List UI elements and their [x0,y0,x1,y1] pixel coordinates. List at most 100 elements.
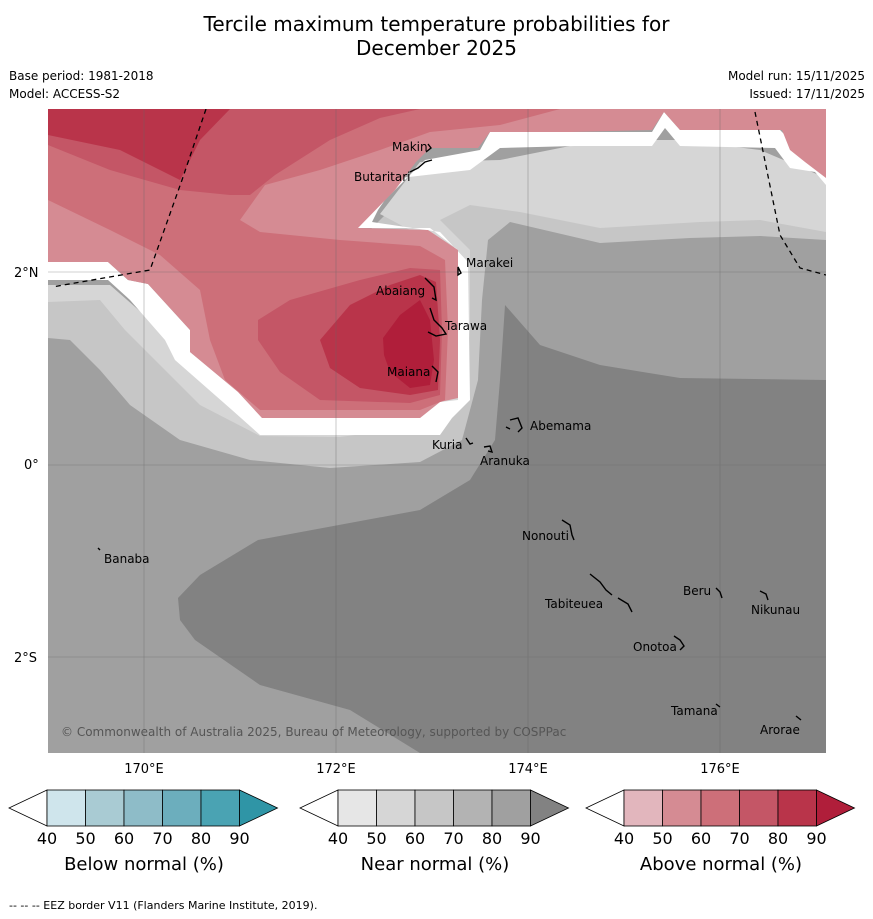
above-colorbar-tick: 80 [768,829,788,848]
near-colorbar-tick: 70 [443,829,463,848]
below-colorbar-tick: 60 [114,829,134,848]
lat-tick-0: 0° [24,458,39,473]
model-run: Model run: 15/11/2025 [727,69,865,83]
label-marakei: Marakei [466,256,513,270]
onotoa-shape [673,635,685,651]
above-colorbar-tick: 90 [806,829,826,848]
nikunau-shape [759,590,769,601]
aranuka-shape [483,445,494,453]
issued-date: Issued: 17/11/2025 [749,87,865,101]
butaritari-shape [409,159,433,173]
label-abaiang: Abaiang [376,284,425,298]
near-colorbar-tick: 80 [482,829,502,848]
label-maiana: Maiana [387,365,430,379]
eez-legend-note: -- -- -- EEZ border V11 (Flanders Marine… [9,899,318,912]
label-nikunau: Nikunau [751,603,800,617]
label-beru: Beru [683,584,711,598]
near-colorbar-segment [414,789,454,827]
near-colorbar-tick: 40 [328,829,348,848]
tamana-shape [715,703,721,708]
above-colorbar-tick: 50 [652,829,672,848]
below-colorbar-tick: 70 [152,829,172,848]
base-period: Base period: 1981-2018 [9,69,154,83]
below-colorbar-segment [85,789,125,827]
lon-tick-174e: 174°E [508,762,548,777]
near-colorbar-segment [376,789,416,827]
near-colorbar-segment [453,789,493,827]
kuria-shape [465,437,474,445]
below-colorbar-tick: 80 [191,829,211,848]
beru-shape [715,587,723,599]
below-colorbar-tick: 40 [37,829,57,848]
colorbar-below-normal: 40 50 60 70 80 90 [8,789,279,848]
model-name: Model: ACCESS-S2 [9,87,121,101]
banaba-shape [97,547,101,551]
near-colorbar-segment [337,789,377,827]
near-colorbar-tick: 50 [366,829,386,848]
maiana-shape [431,365,439,383]
above-colorbar-tick: 40 [614,829,634,848]
lon-tick-176e: 176°E [700,762,740,777]
below-colorbar-low-extend [8,789,48,827]
axis-labels: 2°N 0° 2°S 170°E 172°E 174°E 176°E [14,266,740,777]
below-colorbar-segment [123,789,163,827]
colorbar-above-normal: 40 50 60 70 80 90 [585,789,856,848]
near-colorbar-high-extend [530,789,570,827]
near-colorbar-segment [491,789,531,827]
marakei-shape [457,266,462,277]
tabiteuea-shape [589,573,633,613]
near-colorbar-tick: 60 [405,829,425,848]
above-colorbar-segment [700,789,740,827]
colorbar-near-label: Near normal (%) [360,854,510,875]
above-colorbar-high-extend [816,789,856,827]
above-colorbar-segment [662,789,702,827]
graticule [48,109,826,753]
above-colorbar-segment [623,789,663,827]
arorae-shape [795,715,802,721]
near-normal-70-80-area [178,305,826,753]
nonouti-shape [561,519,575,541]
colorbar-above-label: Above normal (%) [639,854,803,875]
contour-fills [48,109,826,753]
neutral-white-band [48,112,826,435]
label-banaba: Banaba [104,552,150,566]
above-colorbar-segment [739,789,779,827]
near-colorbar-low-extend [299,789,339,827]
abaiang-shape [424,277,437,302]
label-aranuka: Aranuka [480,454,530,468]
below-colorbar-segment [200,789,240,827]
title-line-2: December 2025 [356,36,517,60]
meta-left: Base period: 1981-2018 Model: ACCESS-S2 [9,67,154,103]
above-colorbar-low-extend [585,789,625,827]
above-colorbar-tick: 60 [691,829,711,848]
below-colorbar-tick: 90 [229,829,249,848]
makin-shape [425,143,432,153]
above-normal-70-80-area [48,109,230,180]
near-normal-50-60-area [48,160,826,468]
label-makin: Makin [392,140,428,154]
near-normal-40-50-area [48,140,826,437]
meta-right: Model run: 15/11/2025 Issued: 17/11/2025 [728,67,865,103]
below-colorbar-segment [162,789,202,827]
island-outlines [97,143,802,721]
abemama-shape [505,417,523,433]
below-colorbar-segment [46,789,86,827]
below-colorbar-high-extend [239,789,279,827]
label-abemama: Abemama [530,419,591,433]
label-butaritari: Butaritari [354,170,411,184]
label-nonouti: Nonouti [522,529,569,543]
tarawa-shape [427,307,448,337]
lat-tick-2s: 2°S [14,651,37,666]
near-colorbar-tick: 90 [520,829,540,848]
colorbar-below-label: Below normal (%) [64,854,224,875]
island-labels: Makin Butaritari Marakei Abaiang Tarawa … [104,140,800,737]
lon-tick-172e: 172°E [316,762,356,777]
label-onotoa: Onotoa [633,640,677,654]
map-title: Tercile maximum temperature probabilitie… [0,12,873,60]
copyright-notice: © Commonwealth of Australia 2025, Bureau… [61,725,566,739]
below-colorbar-tick: 50 [75,829,95,848]
label-kuria: Kuria [432,438,463,452]
label-tabiteuea: Tabiteuea [544,597,603,611]
above-colorbar-tick: 70 [729,829,749,848]
